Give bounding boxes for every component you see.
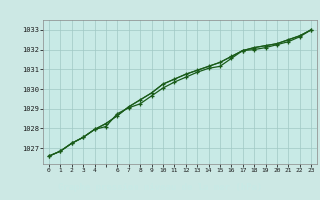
Text: Graphe pression niveau de la mer (hPa): Graphe pression niveau de la mer (hPa) [58,183,262,192]
